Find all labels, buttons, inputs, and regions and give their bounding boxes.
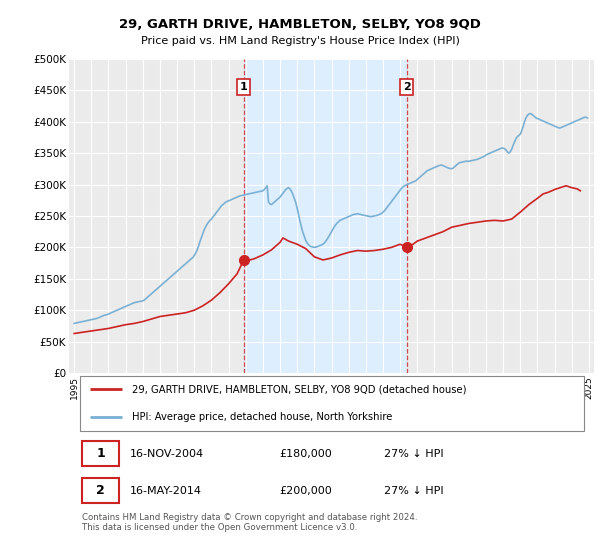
- Text: Price paid vs. HM Land Registry's House Price Index (HPI): Price paid vs. HM Land Registry's House …: [140, 36, 460, 46]
- Text: 2: 2: [403, 82, 410, 92]
- Text: 16-NOV-2004: 16-NOV-2004: [130, 449, 203, 459]
- Text: HPI: Average price, detached house, North Yorkshire: HPI: Average price, detached house, Nort…: [132, 412, 392, 422]
- Text: 1: 1: [240, 82, 248, 92]
- Text: 27% ↓ HPI: 27% ↓ HPI: [384, 486, 443, 496]
- Bar: [244, 59, 407, 373]
- Text: 16-MAY-2014: 16-MAY-2014: [130, 486, 202, 496]
- Text: 29, GARTH DRIVE, HAMBLETON, SELBY, YO8 9QD (detached house): 29, GARTH DRIVE, HAMBLETON, SELBY, YO8 9…: [132, 384, 467, 394]
- Text: 27% ↓ HPI: 27% ↓ HPI: [384, 449, 443, 459]
- Text: £180,000: £180,000: [279, 449, 332, 459]
- Bar: [82, 441, 119, 466]
- Bar: [82, 478, 119, 503]
- Text: £200,000: £200,000: [279, 486, 332, 496]
- Text: 1: 1: [96, 447, 105, 460]
- Text: 29, GARTH DRIVE, HAMBLETON, SELBY, YO8 9QD: 29, GARTH DRIVE, HAMBLETON, SELBY, YO8 9…: [119, 18, 481, 31]
- Text: 2: 2: [96, 484, 105, 497]
- Text: Contains HM Land Registry data © Crown copyright and database right 2024.
This d: Contains HM Land Registry data © Crown c…: [82, 513, 418, 533]
